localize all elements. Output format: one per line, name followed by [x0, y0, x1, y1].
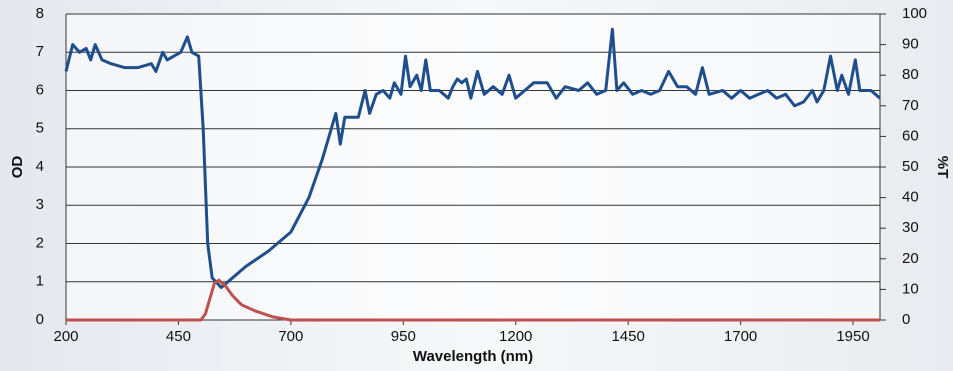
y-tick-label: 6	[36, 81, 44, 98]
y2-tick-label: 70	[902, 97, 919, 114]
y2-tick-label: 90	[902, 36, 919, 53]
data-line	[66, 278, 880, 322]
y-tick-label: 2	[36, 234, 44, 251]
y-tick-label: 1	[36, 273, 44, 290]
x-axis-title: Wavelength (nm)	[413, 348, 533, 365]
x-tick-label: 1700	[724, 328, 757, 345]
y-tick-label: 7	[36, 43, 44, 60]
y2-tick-label: 40	[902, 189, 919, 206]
x-tick-label: 450	[166, 328, 191, 345]
x-tick-label: 950	[391, 328, 416, 345]
y2-tick-label: 0	[902, 311, 910, 328]
y2-tick-label: 60	[902, 127, 919, 144]
x-tick-label: 1450	[611, 328, 644, 345]
y-axis-title: OD	[9, 156, 26, 179]
y2-tick-label: 10	[902, 280, 919, 297]
y-tick-label: 0	[36, 311, 44, 328]
x-tick-label: 700	[278, 328, 303, 345]
y-tick-label: 3	[36, 196, 44, 213]
y-tick-label: 8	[36, 5, 44, 22]
y-tick-label: 5	[36, 120, 44, 137]
x-tick-label: 1200	[499, 328, 532, 345]
y2-tick-label: 30	[902, 219, 919, 236]
y2-tick-label: 100	[902, 5, 927, 22]
y2-tick-label: 20	[902, 250, 919, 267]
x-tick-label: 1950	[836, 328, 869, 345]
data-line	[64, 27, 881, 289]
x-tick-label: 200	[53, 328, 78, 345]
y2-tick-label: 80	[902, 66, 919, 83]
y2-tick-label: 50	[902, 158, 919, 175]
y2-axis-title: %T	[934, 156, 951, 179]
y-tick-label: 4	[36, 158, 44, 175]
